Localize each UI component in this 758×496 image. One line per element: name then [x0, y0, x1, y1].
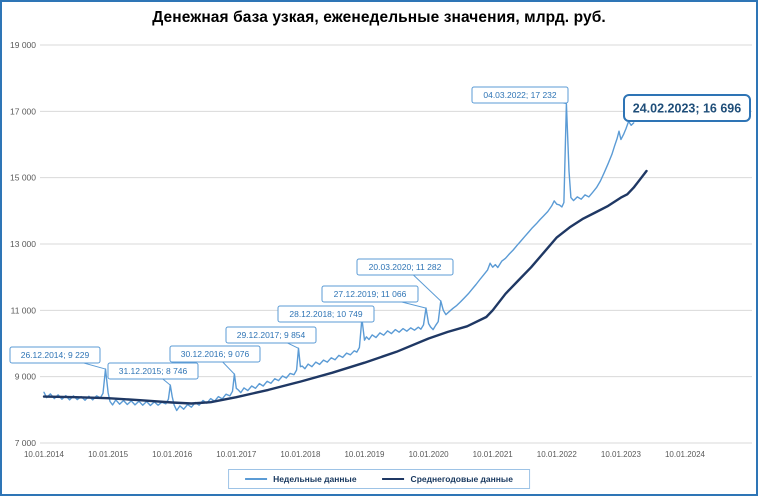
x-axis-tick-label: 10.01.2018: [280, 450, 321, 459]
chart-legend: Недельные данные Среднегодовые данные: [228, 469, 530, 489]
annotation-box: [356, 258, 454, 276]
y-axis-tick-label: 17 000: [10, 106, 36, 116]
weekly-series: [43, 102, 635, 412]
annotation-box: [107, 362, 199, 380]
annotation-box: [471, 86, 569, 104]
y-axis-tick-label: 19 000: [10, 40, 36, 50]
y-axis-tick-label: 15 000: [10, 173, 36, 183]
x-axis-tick-label: 10.01.2019: [344, 450, 385, 459]
x-axis-tick-label: 10.01.2023: [601, 450, 642, 459]
x-axis-tick-label: 10.01.2016: [152, 450, 193, 459]
annotation-box: [321, 285, 419, 303]
annotation-label: 27.12.2019; 11 066: [334, 289, 407, 299]
legend-label: Недельные данные: [273, 474, 357, 484]
legend-item-weekly: Недельные данные: [245, 474, 357, 484]
annotation-box: [169, 345, 261, 363]
y-axis-tick-label: 7 000: [15, 438, 37, 448]
legend-label: Среднегодовые данные: [410, 474, 513, 484]
annotation-label: 29.12.2017; 9 854: [237, 330, 306, 340]
y-axis-tick-label: 9 000: [15, 372, 37, 382]
annual-average-line-swatch-icon: [382, 478, 405, 480]
x-axis-tick-label: 10.01.2020: [409, 450, 450, 459]
annotation-label: 28.12.2018; 10 749: [289, 309, 363, 319]
y-axis-tick-label: 11 000: [11, 305, 37, 315]
x-axis-tick-label: 10.01.2017: [216, 450, 257, 459]
annotation-label: 26.12.2014; 9 229: [21, 350, 90, 360]
legend-item-annual-average: Среднегодовые данные: [382, 474, 513, 484]
weekly-line-swatch-icon: [245, 478, 268, 480]
x-axis-tick-label: 10.01.2015: [88, 450, 129, 459]
y-axis-tick-label: 13 000: [10, 239, 36, 249]
annotation-label: 30.12.2016; 9 076: [181, 349, 250, 359]
annotation-box: [277, 305, 375, 323]
annotation-box: [9, 346, 101, 364]
annual-average-series: [42, 169, 648, 405]
x-axis-tick-label: 10.01.2022: [537, 450, 578, 459]
x-axis-tick-label: 10.01.2024: [665, 450, 706, 459]
x-axis-tick-label: 10.01.2021: [473, 450, 514, 459]
annotation-box: [225, 326, 317, 344]
annotation-label: 24.02.2023; 16 696: [633, 102, 741, 116]
annotation-box: [623, 94, 751, 122]
annotation-label: 31.12.2015; 8 746: [119, 366, 188, 376]
annotation-label: 04.03.2022; 17 232: [483, 90, 557, 100]
annotation-label: 20.03.2020; 11 282: [369, 262, 442, 272]
x-axis-tick-label: 10.01.2014: [24, 450, 65, 459]
chart-title: Денежная база узкая, еженедельные значен…: [152, 9, 606, 26]
